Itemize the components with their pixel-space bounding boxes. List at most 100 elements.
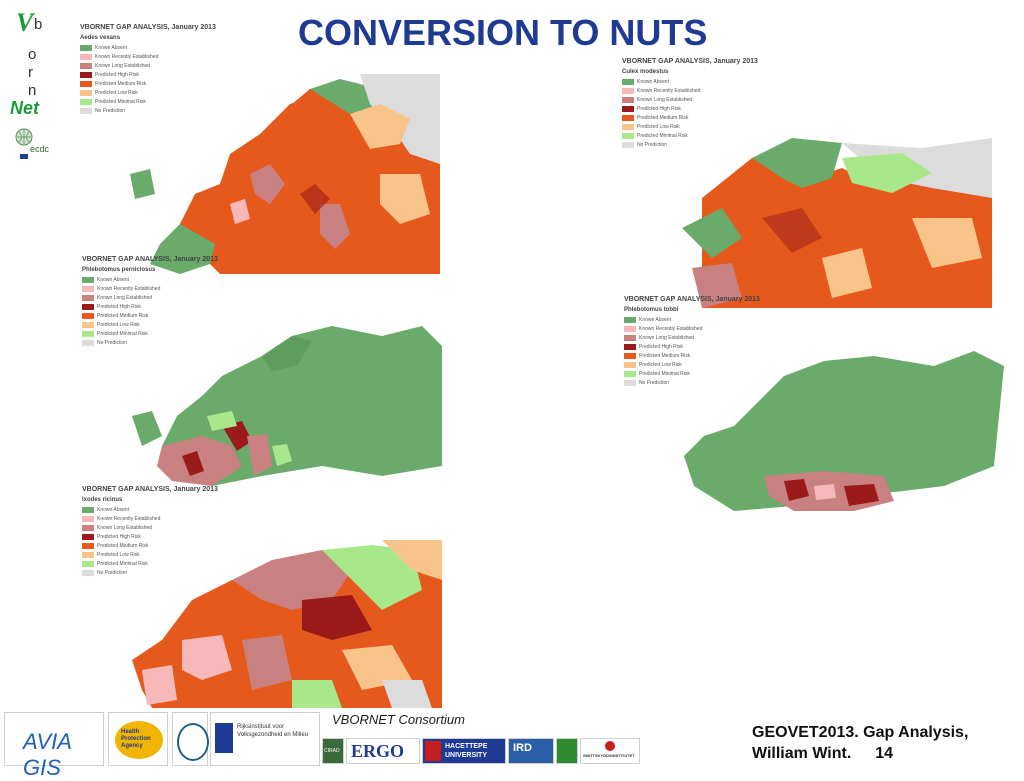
map-title: VBORNET GAP ANALYSIS, January 2013 — [82, 486, 218, 493]
legend-label: Known Absent — [95, 44, 127, 51]
legend-label: Predicted Low Risk — [637, 123, 680, 130]
legend-entry: Predicted Medium Risk — [82, 541, 442, 550]
legend-label: Predicted Low Risk — [639, 361, 682, 368]
legend-label: Predicted Minimal Risk — [637, 132, 688, 139]
page-title: CONVERSION TO NUTS — [298, 12, 708, 53]
legend-swatch — [82, 321, 94, 328]
avia-gis-logo: AVIA GIS — [4, 712, 104, 780]
legend-swatch — [624, 352, 636, 359]
legend-swatch — [624, 325, 636, 332]
legend-label: Predicted Low Risk — [95, 89, 138, 96]
legend-swatch — [82, 339, 94, 346]
legend-entry: Known Recently Established — [82, 514, 442, 523]
legend-swatch — [80, 71, 92, 78]
legend-entry: Predicted Minimal Risk — [624, 369, 1024, 378]
hpa-text: Health Protection Agency — [121, 729, 151, 749]
europe-map-aedes — [130, 74, 440, 274]
legend-label: No Prediction — [639, 379, 670, 386]
legend-swatch — [624, 334, 636, 341]
legend-swatch — [80, 53, 92, 60]
legend-swatch — [622, 78, 634, 85]
map-title: VBORNET GAP ANALYSIS, January 2013 — [622, 58, 758, 65]
legend-entry: Known Recently Established — [622, 86, 1022, 95]
legend-label: Predicted Minimal Risk — [95, 98, 146, 105]
legend-label: Predicted Medium Risk — [97, 542, 149, 549]
legend-entry: Predicted Low Risk — [82, 320, 442, 329]
legend-entry: Known Absent — [622, 77, 1022, 86]
legend-swatch — [622, 141, 634, 148]
ergo-logo: ERGO — [346, 738, 420, 764]
legend-label: No Prediction — [97, 569, 128, 576]
map-title: VBORNET GAP ANALYSIS, January 2013 — [624, 296, 760, 303]
legend-entry: Predicted Medium Risk — [82, 311, 442, 320]
hacettepe-text: HACETTEPE UNIVERSITY — [445, 743, 488, 759]
smittskydd-logo: SMITTSKYDDSINSTITUTET — [580, 738, 640, 764]
legend-entry: Predicted Low Risk — [624, 360, 1024, 369]
europe-map-tobbi — [684, 351, 1004, 511]
map-legend: Known Absent Known Recently Established Kn… — [82, 505, 442, 577]
legend-entry: Known Recently Established — [624, 324, 1024, 333]
rivm-text: Rijksinstituut voor Volksgezondheid en M… — [237, 724, 309, 738]
legend-swatch — [82, 515, 94, 522]
brand-net: Net — [10, 98, 40, 118]
legend-label: Known Long Established — [639, 334, 695, 341]
legend-label: Predicted High Risk — [637, 105, 681, 112]
map-panel-phlebotomus-perniciosus: VBORNET GAP ANALYSIS, January 2013 Phleb… — [82, 256, 442, 486]
legend-entry: Known Long Established — [82, 523, 442, 532]
legend-label: Predicted Low Risk — [97, 551, 140, 558]
legend-label: Predicted Medium Risk — [97, 312, 149, 319]
cirad-logo: CIRAD — [322, 738, 344, 764]
species-name: Phlebotomus tobbi — [624, 307, 679, 313]
legend-swatch — [82, 312, 94, 319]
map-panel-phlebotomus-tobbi: VBORNET GAP ANALYSIS, January 2013 Phleb… — [624, 296, 1024, 526]
vbornet-brand: V b o r n Net ecdc — [6, 6, 56, 159]
legend-entry: Predicted High Risk — [622, 104, 1022, 113]
map-legend: Known Absent Known Recently Established Kn… — [82, 275, 442, 347]
legend-entry: Known Absent — [82, 505, 442, 514]
legend-swatch — [622, 96, 634, 103]
legend-entry: Predicted Low Risk — [80, 88, 440, 97]
legend-label: Known Absent — [97, 506, 129, 513]
legend-swatch — [82, 303, 94, 310]
institute-seal-logo — [172, 712, 209, 766]
legend-label: Known Recently Established — [95, 53, 159, 60]
legend-label: Predicted High Risk — [95, 71, 139, 78]
legend-label: Predicted Medium Risk — [95, 80, 147, 87]
page-number: 14 — [875, 745, 894, 762]
legend-swatch — [80, 62, 92, 69]
legend-entry: Known Recently Established — [82, 284, 442, 293]
legend-label: Known Absent — [97, 276, 129, 283]
legend-entry: Predicted Low Risk — [622, 122, 1022, 131]
legend-entry: No Prediction — [622, 140, 1022, 149]
legend-label: Predicted Minimal Risk — [97, 330, 148, 337]
legend-swatch — [82, 524, 94, 531]
legend-entry: Known Long Established — [80, 61, 440, 70]
legend-entry: Known Recently Established — [80, 52, 440, 61]
legend-swatch — [82, 506, 94, 513]
legend-swatch — [82, 542, 94, 549]
legend-entry: No Prediction — [82, 568, 442, 577]
legend-entry: Known Absent — [624, 315, 1024, 324]
legend-swatch — [82, 551, 94, 558]
species-name: Ixodes ricinus — [82, 497, 123, 503]
legend-label: No Prediction — [97, 339, 128, 346]
brand-letter: r — [28, 64, 33, 81]
legend-label: Predicted High Risk — [97, 533, 141, 540]
europe-map-perniciosus — [132, 326, 442, 486]
legend-swatch — [624, 316, 636, 323]
legend-label: Known Recently Established — [97, 285, 161, 292]
brand-letter: o — [28, 46, 37, 63]
legend-swatch — [80, 107, 92, 114]
legend-label: Known Recently Established — [637, 87, 701, 94]
consortium-label: VBORNET Consortium — [332, 712, 465, 727]
legend-entry: Predicted Medium Risk — [624, 351, 1024, 360]
legend-label: Predicted Medium Risk — [637, 114, 689, 121]
legend-swatch — [80, 80, 92, 87]
green-institute-logo — [556, 738, 578, 764]
svg-text:ecdc: ecdc — [30, 144, 50, 154]
map-legend: Known Absent Known Recently Established Kn… — [80, 43, 440, 115]
legend-label: No Prediction — [637, 141, 668, 148]
legend-swatch — [80, 89, 92, 96]
species-name: Phlebotomus perniciosus — [82, 267, 156, 273]
rivm-logo: Rijksinstituut voor Volksgezondheid en M… — [210, 712, 320, 766]
